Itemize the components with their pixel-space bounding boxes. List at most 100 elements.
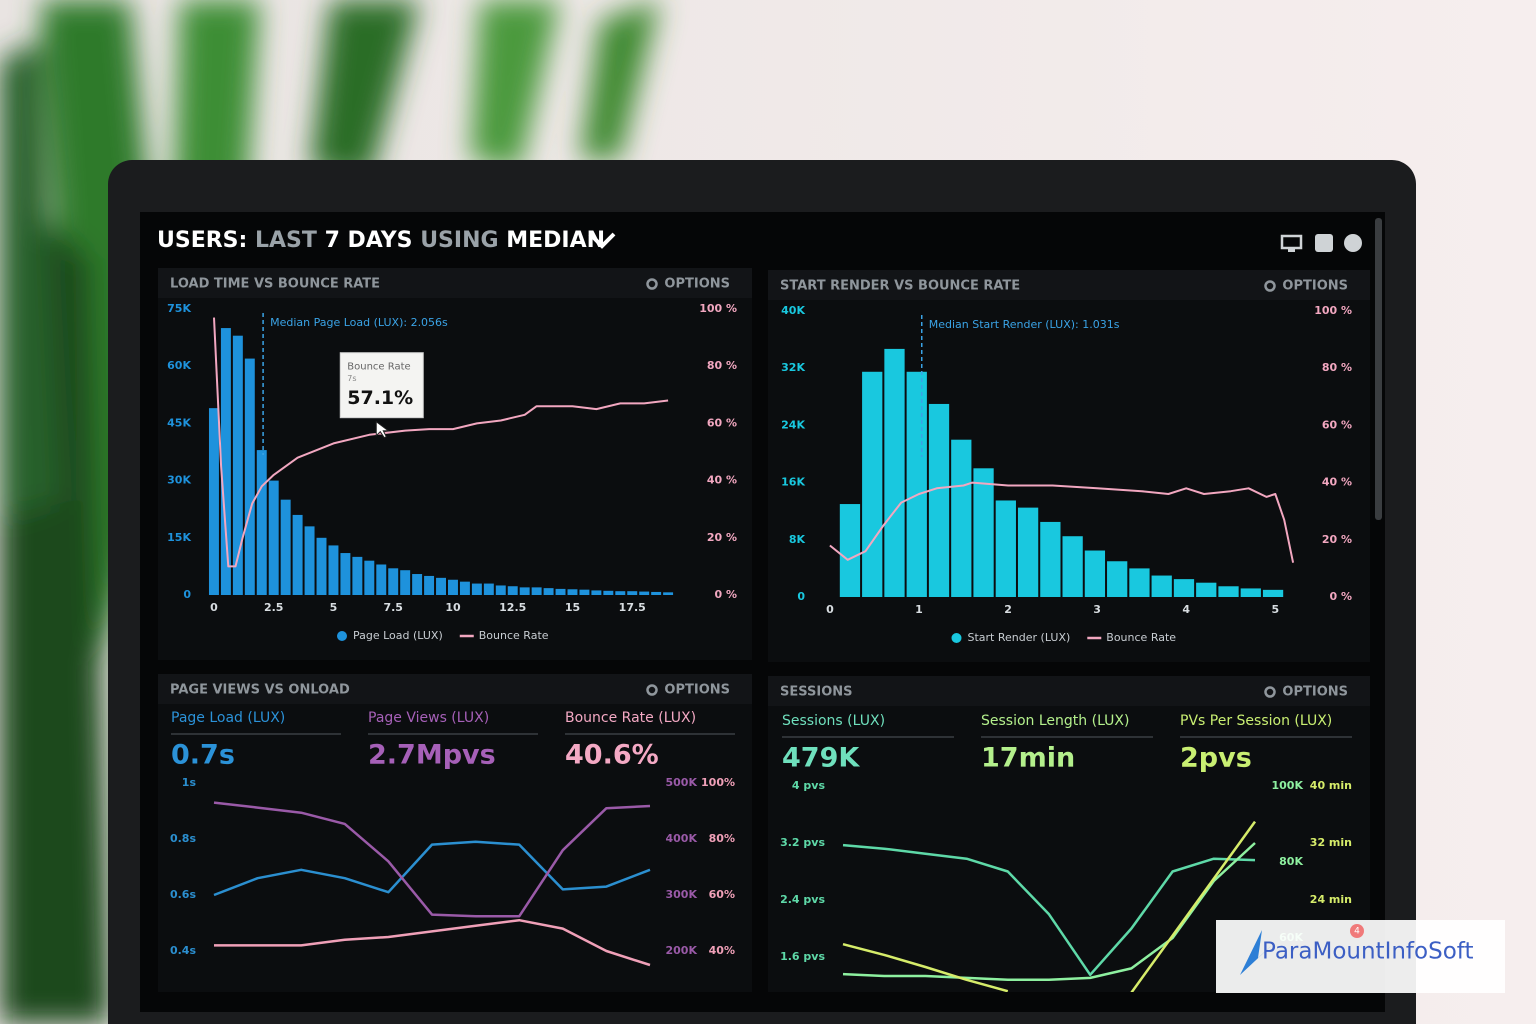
bar	[906, 371, 927, 597]
bar	[884, 348, 905, 597]
bar	[543, 588, 554, 595]
series-line	[842, 843, 1256, 977]
y-tick-label: 0	[797, 590, 805, 603]
scrollbar[interactable]	[1375, 218, 1382, 520]
share-icon[interactable]	[1315, 234, 1333, 252]
screen-icon[interactable]	[1280, 234, 1303, 250]
y-tick-label: 40 min	[1310, 779, 1352, 792]
bar	[495, 585, 506, 595]
panel-header	[158, 674, 752, 704]
options-button[interactable]: OPTIONS	[664, 277, 730, 292]
y-tick-label: 100 %	[1314, 304, 1352, 317]
x-tick-label: 15	[565, 601, 580, 614]
y-tick-label: 45K	[167, 416, 191, 429]
tooltip	[339, 352, 424, 419]
legend-label: Bounce Rate	[479, 629, 549, 642]
tooltip-value: 57.1%	[347, 387, 413, 409]
y-tick-label: 30K	[167, 474, 191, 487]
bar	[615, 591, 626, 595]
options-button[interactable]: OPTIONS	[1282, 279, 1348, 294]
y-tick-label: 80 %	[707, 359, 737, 372]
panel-header	[768, 270, 1370, 300]
dropdown-chevron[interactable]	[588, 232, 616, 249]
dashboard: LOAD TIME VS BOUNCE RATE OPTIONS015K30K45…	[158, 268, 1370, 992]
bar	[256, 450, 267, 595]
bar	[519, 587, 530, 595]
x-tick-label: 2.5	[264, 601, 284, 614]
y-tick-label: 0.8s	[170, 832, 196, 845]
bar	[340, 553, 351, 595]
kpi-label: Page Views (LUX)	[368, 710, 489, 726]
y-tick-label: 0.6s	[170, 888, 196, 901]
bar	[268, 480, 279, 595]
options-button[interactable]: OPTIONS	[664, 683, 730, 698]
legend-label: Page Load (LUX)	[353, 629, 443, 642]
y-tick-label: 60 %	[707, 416, 737, 429]
title-part: 7 DAYS	[325, 228, 413, 253]
x-tick-label: 0	[826, 603, 834, 616]
x-tick-label: 4	[1182, 603, 1190, 616]
y-tick-label: 24K	[781, 418, 805, 431]
y-tick-label: 0	[183, 588, 191, 601]
gear-icon	[1264, 686, 1276, 698]
bar	[663, 592, 674, 595]
bar	[627, 591, 638, 595]
bar	[651, 591, 662, 595]
bounce-line	[213, 317, 669, 568]
y-tick-label: 300K	[666, 888, 698, 901]
x-tick-label: 0	[210, 601, 218, 614]
y-tick-label: 3.2 pvs	[780, 836, 825, 849]
bar	[1084, 550, 1106, 597]
watermark: ParaMountInfoSoft 4	[1216, 920, 1505, 993]
median-label: Median Page Load (LUX): 2.056s	[270, 316, 448, 329]
y-tick-label: 40 %	[707, 474, 737, 487]
series-line	[213, 801, 651, 918]
help-icon[interactable]	[1344, 234, 1362, 252]
x-tick-label: 17.5	[619, 601, 646, 614]
y-tick-label: 500K	[666, 776, 698, 789]
y-tick-label: 60%	[709, 888, 735, 901]
y-tick-label: 40K	[781, 304, 805, 317]
bar	[424, 575, 435, 595]
bar	[483, 583, 494, 595]
x-tick-label: 3	[1093, 603, 1101, 616]
bar	[448, 579, 458, 595]
bar	[436, 577, 446, 595]
watermark-text: ParaMountInfoSoft	[1262, 939, 1473, 965]
bar	[567, 589, 578, 595]
bar	[951, 439, 972, 597]
y-tick-label: 1.6 pvs	[780, 950, 825, 963]
bar	[304, 526, 315, 595]
bar	[471, 583, 482, 595]
title-part: USERS:	[157, 228, 247, 253]
bar	[531, 587, 542, 595]
bar	[232, 335, 243, 595]
y-tick-label: 1s	[182, 776, 197, 789]
y-tick-label: 100%	[701, 776, 735, 789]
bar	[862, 371, 883, 597]
bar	[412, 574, 423, 595]
x-tick-label: 5	[330, 601, 338, 614]
panel-header	[158, 268, 752, 298]
y-tick-label: 20 %	[707, 531, 737, 544]
bar	[364, 560, 375, 595]
y-tick-label: 40%	[709, 944, 735, 957]
options-button[interactable]: OPTIONS	[1282, 685, 1348, 700]
y-tick-label: 16K	[781, 476, 805, 489]
bar	[220, 328, 231, 595]
kpi-value: 479K	[782, 743, 860, 774]
y-tick-label: 100 %	[699, 302, 737, 315]
legend-swatch	[951, 633, 962, 643]
bar	[507, 586, 518, 595]
kpi-value: 17min	[981, 743, 1075, 774]
toolbar	[1280, 234, 1362, 252]
title-part: LAST	[255, 228, 317, 253]
logo-mark	[1240, 930, 1272, 975]
kpi-value: 0.7s	[171, 740, 235, 771]
series-line	[214, 918, 651, 967]
bar	[1107, 561, 1128, 597]
kpi-label: PVs Per Session (LUX)	[1180, 713, 1332, 729]
bar	[603, 590, 614, 595]
x-tick-label: 1	[915, 603, 923, 616]
y-tick-label: 60 %	[1322, 418, 1352, 431]
